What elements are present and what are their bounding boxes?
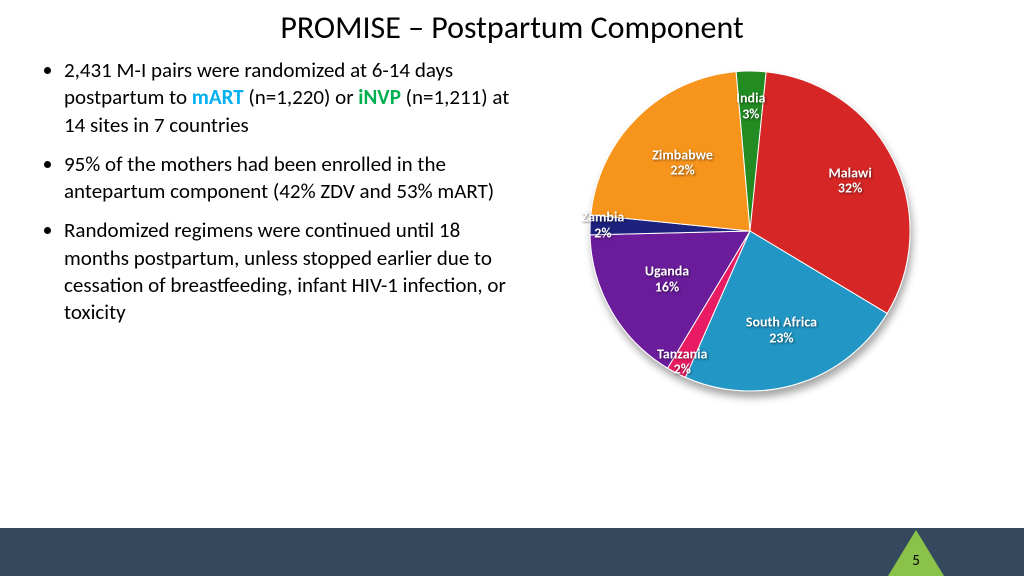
pie-chart: India3%Malawi32%South Africa23%Tanzania2… [520,57,990,427]
page-number: 5 [888,552,944,570]
footer-bar: 5 [0,528,1024,576]
mart-term: mART [192,84,244,110]
bullet-column: 2,431 M-I pairs were randomized at 6-14 … [40,57,520,427]
bullet-1: 2,431 M-I pairs were randomized at 6-14 … [64,57,520,139]
pie-svg [560,47,940,427]
content-row: 2,431 M-I pairs were randomized at 6-14 … [0,57,1024,427]
invp-term: iNVP [358,84,401,110]
pie-slice-zimbabwe [591,72,750,231]
page-title: PROMISE – Postpartum Component [0,0,1024,47]
bullet-2: 95% of the mothers had been enrolled in … [64,151,520,206]
bullet-3: Randomized regimens were continued until… [64,217,520,326]
